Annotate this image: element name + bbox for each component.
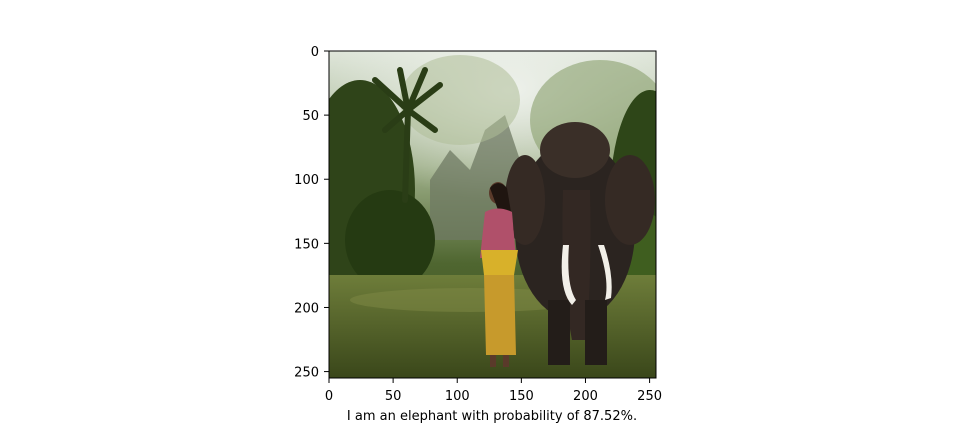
y-tick-label: 150 [294, 237, 319, 252]
x-tick-label: 250 [637, 389, 662, 404]
elephant [505, 122, 655, 365]
image-panel [329, 51, 656, 378]
x-axis: 0 50 100 150 200 250 [325, 378, 662, 404]
y-tick-label: 0 [311, 45, 319, 60]
woman [480, 182, 518, 367]
y-tick-label: 250 [294, 366, 319, 381]
x-tick-label: 200 [573, 389, 598, 404]
palm-tree [372, 67, 443, 203]
y-tick-label: 50 [302, 109, 319, 124]
x-tick-label: 0 [325, 389, 333, 404]
x-tick-label: 150 [509, 389, 534, 404]
y-tick-label: 100 [294, 173, 319, 188]
right-tusk [598, 245, 612, 300]
y-tick-label: 200 [294, 301, 319, 316]
x-tick-label: 100 [445, 389, 470, 404]
x-axis-label: I am an elephant with probability of 87.… [347, 409, 637, 424]
y-axis: 0 50 100 150 200 250 [294, 45, 329, 381]
left-tusk [561, 245, 576, 305]
axes-frame [328, 50, 657, 379]
x-tick-label: 50 [385, 389, 402, 404]
